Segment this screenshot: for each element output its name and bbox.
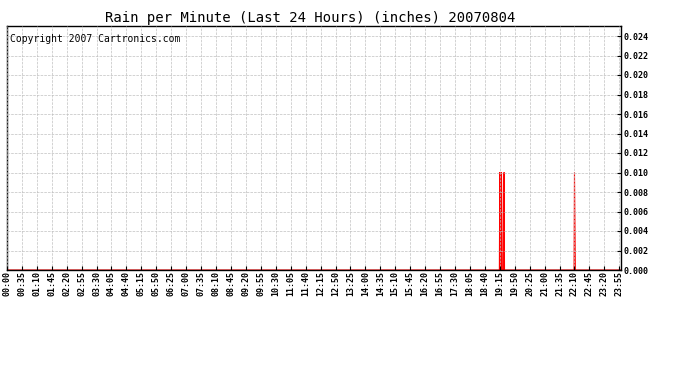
Text: Rain per Minute (Last 24 Hours) (inches) 20070804: Rain per Minute (Last 24 Hours) (inches)… (106, 11, 515, 25)
Text: Copyright 2007 Cartronics.com: Copyright 2007 Cartronics.com (10, 34, 180, 44)
